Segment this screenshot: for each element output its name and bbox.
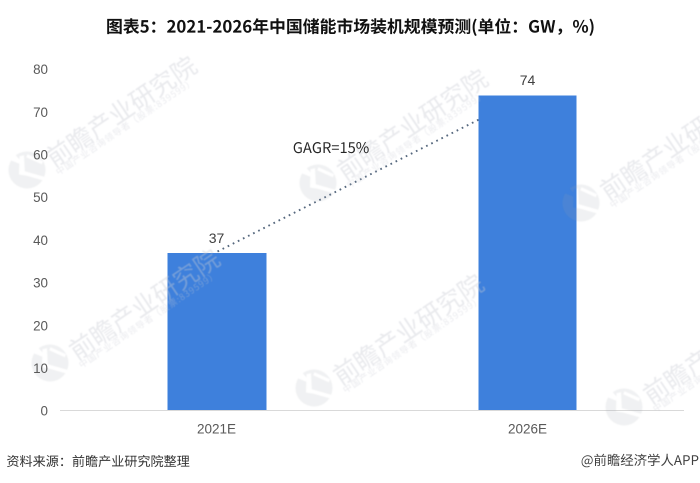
svg-text:74: 74 bbox=[520, 72, 536, 88]
svg-text:10: 10 bbox=[33, 361, 48, 376]
svg-text:70: 70 bbox=[33, 105, 48, 120]
svg-text:37: 37 bbox=[209, 230, 225, 246]
svg-text:50: 50 bbox=[33, 190, 48, 205]
svg-text:0: 0 bbox=[41, 404, 48, 419]
svg-text:80: 80 bbox=[33, 62, 48, 77]
svg-text:2021E: 2021E bbox=[197, 421, 236, 436]
svg-text:30: 30 bbox=[33, 276, 48, 291]
svg-text:60: 60 bbox=[33, 148, 48, 163]
svg-text:20: 20 bbox=[33, 318, 48, 333]
svg-text:40: 40 bbox=[33, 233, 48, 248]
svg-text:2026E: 2026E bbox=[508, 421, 547, 436]
